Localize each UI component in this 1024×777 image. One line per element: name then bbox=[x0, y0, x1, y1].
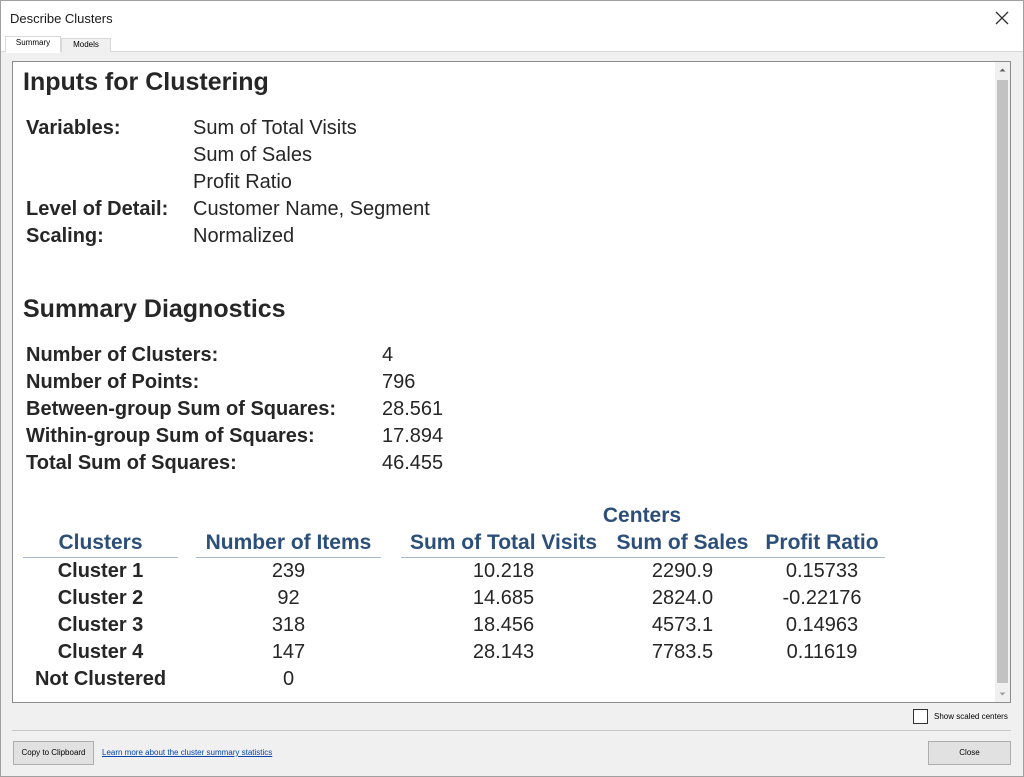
centers-group-header: Centers bbox=[602, 504, 682, 527]
scroll-thumb[interactable] bbox=[997, 80, 1008, 683]
diag-label: Within-group Sum of Squares: bbox=[26, 425, 315, 447]
cluster-name: Cluster 4 bbox=[57, 641, 144, 663]
diag-label: Number of Points: bbox=[26, 371, 200, 393]
variable-item: Sum of Sales bbox=[193, 144, 312, 166]
variable-item: Sum of Total Visits bbox=[193, 117, 357, 139]
variables-label: Variables: bbox=[26, 117, 121, 139]
scaling-value: Normalized bbox=[193, 225, 295, 247]
show-scaled-centers-checkbox[interactable] bbox=[913, 709, 928, 724]
col-header-profit: Profit Ratio bbox=[765, 531, 879, 554]
cluster-visits: 10.218 bbox=[472, 560, 535, 582]
vertical-scrollbar[interactable] bbox=[995, 62, 1010, 702]
cluster-profit: 0.14963 bbox=[785, 614, 859, 636]
summary-panel: Inputs for Clustering Variables: Sum of … bbox=[12, 61, 1011, 703]
cluster-visits: 28.143 bbox=[472, 641, 535, 663]
tab-models[interactable]: Models bbox=[61, 38, 111, 52]
lod-label: Level of Detail: bbox=[26, 198, 169, 220]
close-button[interactable]: Close bbox=[928, 741, 1011, 765]
cluster-name: Cluster 3 bbox=[57, 614, 144, 636]
cluster-items: 0 bbox=[282, 668, 295, 690]
scroll-up-icon[interactable] bbox=[995, 62, 1010, 78]
diag-value: 28.561 bbox=[382, 398, 444, 420]
col-header-sales: Sum of Sales bbox=[616, 531, 749, 554]
diag-value: 46.455 bbox=[382, 452, 444, 474]
diag-label: Total Sum of Squares: bbox=[26, 452, 237, 474]
cluster-profit: 0.15733 bbox=[785, 560, 859, 582]
diag-value: 796 bbox=[382, 371, 416, 393]
col-header-visits: Sum of Total Visits bbox=[409, 531, 598, 554]
summary-content: Inputs for Clustering Variables: Sum of … bbox=[13, 62, 996, 702]
header-underline bbox=[23, 557, 178, 558]
cluster-items: 318 bbox=[271, 614, 306, 636]
close-icon[interactable] bbox=[991, 7, 1013, 29]
show-scaled-centers-label: Show scaled centers bbox=[934, 712, 1008, 721]
diagnostics-heading: Summary Diagnostics bbox=[23, 295, 286, 323]
cluster-sales: 2824.0 bbox=[651, 587, 714, 609]
diag-value: 4 bbox=[382, 344, 394, 366]
cluster-items: 147 bbox=[271, 641, 306, 663]
cluster-items: 92 bbox=[277, 587, 300, 609]
window-title: Describe Clusters bbox=[10, 11, 113, 26]
header-underline bbox=[401, 557, 885, 558]
cluster-visits: 18.456 bbox=[472, 614, 535, 636]
variable-item: Profit Ratio bbox=[193, 171, 292, 193]
diag-label: Between-group Sum of Squares: bbox=[26, 398, 337, 420]
tab-strip: Summary Models bbox=[1, 36, 1023, 53]
col-header-items: Number of Items bbox=[205, 531, 372, 554]
diag-label: Number of Clusters: bbox=[26, 344, 219, 366]
inputs-heading: Inputs for Clustering bbox=[23, 68, 269, 96]
cluster-sales: 2290.9 bbox=[651, 560, 714, 582]
cluster-items: 239 bbox=[271, 560, 306, 582]
cluster-profit: -0.22176 bbox=[782, 587, 862, 609]
cluster-visits: 14.685 bbox=[472, 587, 535, 609]
footer-divider bbox=[12, 730, 1011, 731]
lod-value: Customer Name, Segment bbox=[193, 198, 430, 220]
cluster-name: Cluster 2 bbox=[57, 587, 144, 609]
learn-more-link[interactable]: Learn more about the cluster summary sta… bbox=[102, 748, 273, 757]
tab-summary[interactable]: Summary bbox=[5, 36, 61, 53]
cluster-sales: 4573.1 bbox=[651, 614, 714, 636]
cluster-name: Not Clustered bbox=[34, 668, 167, 690]
copy-to-clipboard-button[interactable]: Copy to Clipboard bbox=[13, 741, 94, 765]
header-underline bbox=[196, 557, 381, 558]
cluster-profit: 0.11619 bbox=[786, 641, 858, 663]
col-header-clusters: Clusters bbox=[58, 531, 143, 554]
diag-value: 17.894 bbox=[382, 425, 444, 447]
cluster-name: Cluster 1 bbox=[57, 560, 144, 582]
cluster-sales: 7783.5 bbox=[651, 641, 714, 663]
title-bar: Describe Clusters bbox=[1, 1, 1023, 36]
scroll-down-icon[interactable] bbox=[995, 686, 1010, 702]
scaling-label: Scaling: bbox=[26, 225, 104, 247]
